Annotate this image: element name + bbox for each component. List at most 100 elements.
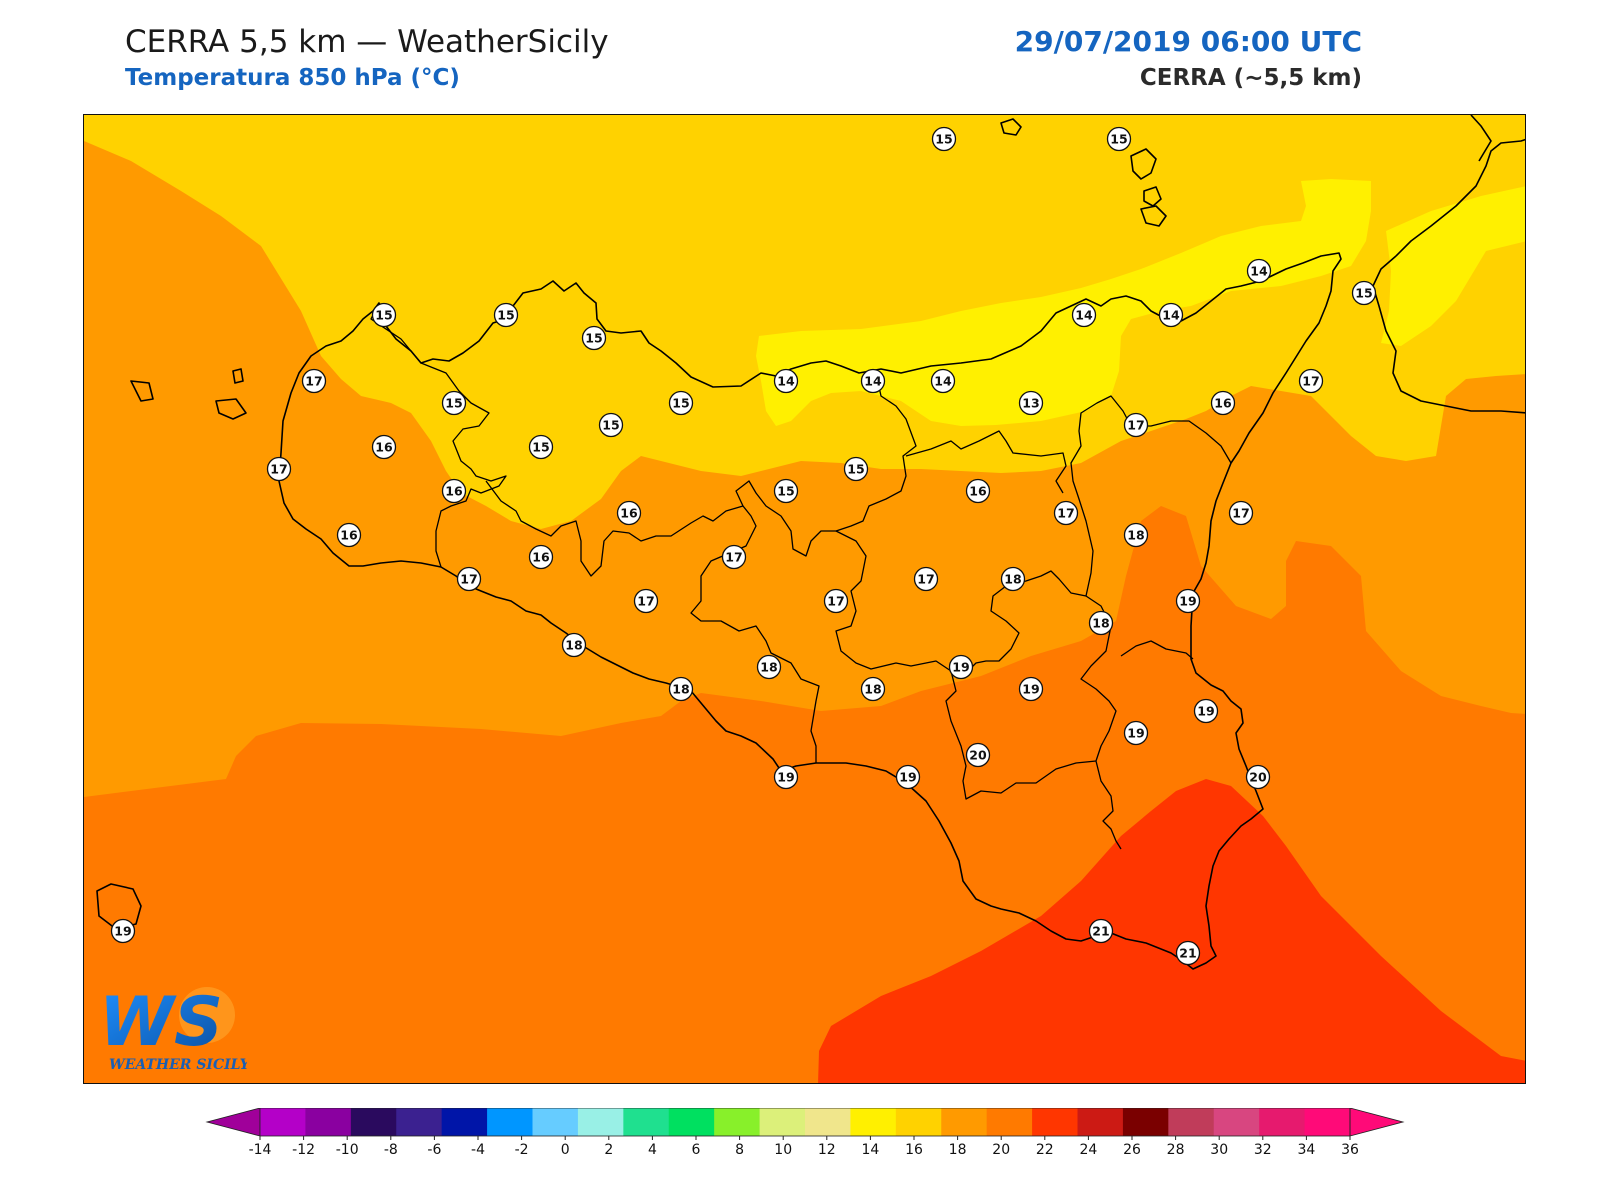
map-datetime: 29/07/2019 06:00 UTC <box>1014 25 1362 58</box>
colorbar-tick-label: 32 <box>1254 1142 1272 1158</box>
colorbar-tick-label: -4 <box>471 1142 485 1158</box>
station-circle <box>1123 412 1149 438</box>
station-value: 14 <box>777 374 795 389</box>
station-marker: 17 <box>1228 500 1254 526</box>
station-markers: 15 15 15 15 15 17 15 15 15 14 14 14 13 14 14 14 15 17 16 17… <box>110 126 1377 966</box>
sun-icon <box>179 987 235 1043</box>
station-value: 17 <box>637 594 654 609</box>
station-value: 21 <box>1092 924 1109 939</box>
colorbar-extend-low <box>205 1107 261 1137</box>
station-circle <box>266 456 292 482</box>
logo-text: WEATHER SICILY <box>109 1057 247 1073</box>
station-circle <box>1000 566 1026 592</box>
station-value: 18 <box>864 682 881 697</box>
station-marker: 15 <box>371 302 397 328</box>
station-marker: 14 <box>860 368 886 394</box>
colorbar-tick-label: -12 <box>292 1142 315 1158</box>
station-marker: 19 <box>1018 676 1044 702</box>
station-circle <box>773 764 799 790</box>
colorbar-swatch <box>668 1108 715 1136</box>
station-marker: 19 <box>1193 698 1219 724</box>
station-value: 19 <box>899 770 916 785</box>
colorbar-swatch <box>805 1108 851 1136</box>
map-subtitle: Temperatura 850 hPa (°C) <box>125 65 460 91</box>
temperature-map[interactable]: 15 15 15 15 15 17 15 15 15 14 14 14 13 14 14 14 15 17 16 17… <box>84 115 1526 1084</box>
station-circle <box>371 302 397 328</box>
colorbar-tick-label: 20 <box>992 1142 1010 1158</box>
station-value: 18 <box>672 682 689 697</box>
colorbar-swatch <box>350 1108 397 1136</box>
station-circle <box>773 478 799 504</box>
station-value: 19 <box>952 660 969 675</box>
colorbar-tick-label: -14 <box>249 1142 272 1158</box>
station-value: 20 <box>969 748 987 763</box>
station-circle <box>1071 302 1097 328</box>
station-marker: 17 <box>1123 412 1149 438</box>
station-value: 18 <box>760 660 777 675</box>
station-circle <box>668 676 694 702</box>
station-marker: 15 <box>931 126 957 152</box>
aeolian-island-3 <box>1143 186 1162 207</box>
station-marker: 16 <box>371 434 397 460</box>
station-value: 19 <box>114 924 131 939</box>
colorbar-tick-label: 10 <box>774 1142 792 1158</box>
station-value: 20 <box>1249 770 1267 785</box>
station-marker: 17 <box>456 566 482 592</box>
station-marker: 21 <box>1175 940 1201 966</box>
station-value: 17 <box>1302 374 1319 389</box>
station-marker: 18 <box>668 676 694 702</box>
station-circle <box>1351 280 1377 306</box>
station-value: 14 <box>1162 308 1180 323</box>
station-value: 16 <box>340 528 358 543</box>
colorbar-tick-label: 30 <box>1210 1142 1228 1158</box>
station-circle <box>756 654 782 680</box>
station-marker: 17 <box>823 588 849 614</box>
station-marker: 17 <box>301 368 327 394</box>
station-circle <box>1018 390 1044 416</box>
colorbar-tick-label: -6 <box>427 1142 441 1158</box>
station-circle <box>930 368 956 394</box>
station-value: 17 <box>1232 506 1249 521</box>
station-marker: 20 <box>1245 764 1271 790</box>
station-marker: 15 <box>773 478 799 504</box>
station-circle <box>965 478 991 504</box>
map-frame[interactable]: 15 15 15 15 15 17 15 15 15 14 14 14 13 14 14 14 15 17 16 17… <box>83 114 1526 1084</box>
station-marker: 13 <box>1018 390 1044 416</box>
station-circle <box>528 434 554 460</box>
egadi-island-1 <box>130 380 154 402</box>
colorbar-swatch <box>396 1108 443 1136</box>
station-circle <box>860 676 886 702</box>
colorbar-swatch <box>850 1108 897 1136</box>
station-circle <box>913 566 939 592</box>
colorbar-swatch <box>305 1108 352 1136</box>
colorbar-tick-label: 2 <box>604 1142 613 1158</box>
station-circle <box>1018 676 1044 702</box>
station-circle <box>633 588 659 614</box>
station-value: 16 <box>969 484 987 499</box>
station-marker: 19 <box>1123 720 1149 746</box>
station-circle <box>1193 698 1219 724</box>
station-circle <box>965 742 991 768</box>
station-circle <box>528 544 554 570</box>
colorbar-swatch <box>986 1108 1033 1136</box>
colorbar-tick-label: 24 <box>1079 1142 1097 1158</box>
sicily-coast <box>278 252 1342 970</box>
aeolian-island-1 <box>1000 118 1022 136</box>
station-marker: 17 <box>721 544 747 570</box>
station-circle <box>301 368 327 394</box>
station-marker: 15 <box>1351 280 1377 306</box>
station-marker: 16 <box>528 544 554 570</box>
station-value: 14 <box>1075 308 1093 323</box>
colorbar-tick-label: 8 <box>735 1142 744 1158</box>
station-marker: 16 <box>1210 390 1236 416</box>
station-marker: 15 <box>1106 126 1132 152</box>
logo-letters: WS <box>99 983 223 1062</box>
station-marker: 17 <box>633 588 659 614</box>
pantelleria-island <box>96 883 142 930</box>
station-value: 15 <box>777 484 794 499</box>
colorbar-swatch <box>487 1108 533 1136</box>
station-circle <box>336 522 362 548</box>
station-value: 15 <box>602 418 619 433</box>
station-circle <box>616 500 642 526</box>
station-circle <box>1210 390 1236 416</box>
